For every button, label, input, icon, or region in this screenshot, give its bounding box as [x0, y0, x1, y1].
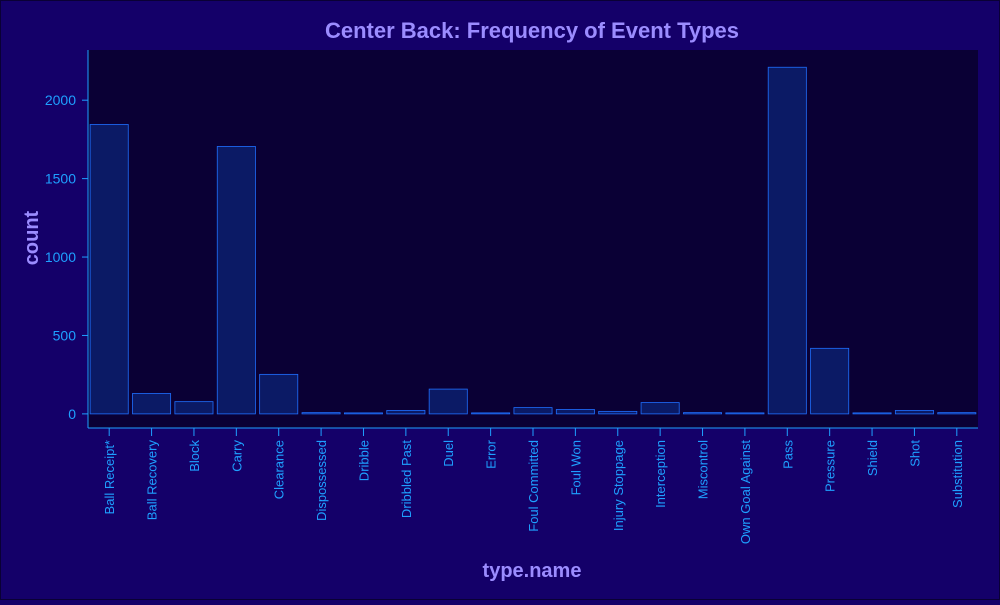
x-tick-label: Duel: [441, 440, 456, 467]
bars-group: [89, 66, 977, 415]
x-axis-ticks: Ball Receipt* Ball Recovery Block Carry Clea…: [102, 428, 965, 544]
x-tick-label: Pass: [780, 440, 795, 469]
bar-carry: [216, 146, 256, 415]
x-tick-label: Clearance: [272, 440, 287, 499]
x-tick-label: Error: [484, 439, 499, 469]
x-axis-title: type.name: [483, 560, 582, 582]
x-tick-label: Substitution: [950, 440, 965, 508]
bar-shot: [894, 410, 934, 415]
bar-ball-recovery: [132, 393, 172, 415]
bar-block: [174, 401, 214, 415]
x-tick-label: Foul Won: [568, 440, 583, 495]
x-tick-label: Dribble: [356, 440, 371, 481]
bar-own-goal-against: [725, 412, 765, 415]
x-tick-label: Shield: [865, 440, 880, 476]
bar-pressure: [810, 347, 850, 415]
x-tick-label: Dispossessed: [314, 440, 329, 521]
bar-ball-receipt: [89, 124, 129, 415]
x-tick-label: Miscontrol: [696, 440, 711, 499]
bar-miscontrol: [683, 412, 722, 415]
x-tick-label: Carry: [229, 440, 244, 472]
y-tick-label: 1000: [45, 249, 76, 265]
bar-interception: [640, 402, 680, 415]
bar-dribble: [343, 412, 383, 415]
x-tick-label: Own Goal Against: [738, 440, 753, 544]
y-axis-ticks: 0 500 1000 1500 2000: [45, 92, 88, 422]
bar-dispossessed: [301, 412, 341, 415]
bar-pass: [767, 66, 807, 415]
x-tick-label: Interception: [653, 440, 668, 508]
y-tick-label: 0: [68, 406, 76, 422]
x-tick-label: Foul Committed: [526, 440, 541, 532]
y-tick-label: 500: [53, 327, 77, 343]
x-tick-label: Block: [187, 440, 202, 472]
y-axis-title: count: [21, 210, 43, 265]
x-tick-label: Dribbled Past: [399, 440, 414, 518]
chart-title: Center Back: Frequency of Event Types: [325, 18, 739, 43]
y-tick-label: 1500: [45, 171, 76, 187]
x-tick-label: Ball Recovery: [145, 440, 160, 521]
x-tick-label: Pressure: [823, 440, 838, 492]
bar-shield: [852, 412, 892, 415]
bar-clearance: [259, 373, 299, 415]
x-tick-label: Injury Stoppage: [611, 440, 626, 531]
bar-error: [471, 412, 511, 415]
bar-duel: [428, 388, 468, 415]
x-tick-label: Ball Receipt*: [102, 440, 117, 514]
bar-injury-stoppage: [598, 410, 638, 415]
y-tick-label: 2000: [45, 92, 76, 108]
bar-substitution: [937, 412, 977, 415]
bar-foul-committed: [513, 407, 553, 415]
bar-foul-won: [555, 409, 595, 415]
x-tick-label: Shot: [907, 440, 922, 467]
bar-dribbled-past: [386, 410, 426, 415]
